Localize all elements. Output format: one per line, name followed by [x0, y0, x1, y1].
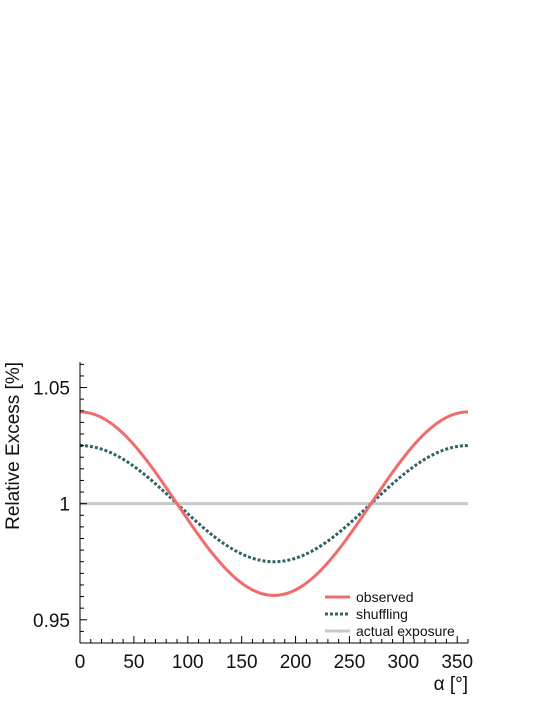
- x-tick-label: 150: [226, 652, 258, 673]
- x-tick-label: 250: [334, 652, 366, 673]
- y-tick-label: 1.05: [33, 379, 70, 400]
- x-tick-label: 50: [123, 652, 144, 673]
- legend-label: shuffling: [356, 606, 408, 622]
- y-tick-label: 0.95: [33, 611, 70, 632]
- x-tick-label: 100: [172, 652, 204, 673]
- series-layer: [79, 410, 469, 597]
- y-tick-label: 1: [59, 495, 70, 516]
- x-tick-label: 200: [280, 652, 312, 673]
- x-tick-label: 350: [441, 652, 473, 673]
- legend-label: actual exposure: [356, 623, 455, 639]
- x-tick-label: 0: [75, 652, 86, 673]
- ticks-layer: 0 50 100 150 200 250 300 350 0.95 1 1.05: [33, 363, 473, 673]
- legend-label: observed: [356, 589, 414, 605]
- series-line-observed: [79, 410, 469, 597]
- x-axis-label: α [°]: [434, 674, 468, 695]
- series-line-shuffling: [79, 444, 469, 564]
- x-tick-label: 300: [387, 652, 419, 673]
- y-axis-label: Relative Excess [%]: [3, 362, 24, 530]
